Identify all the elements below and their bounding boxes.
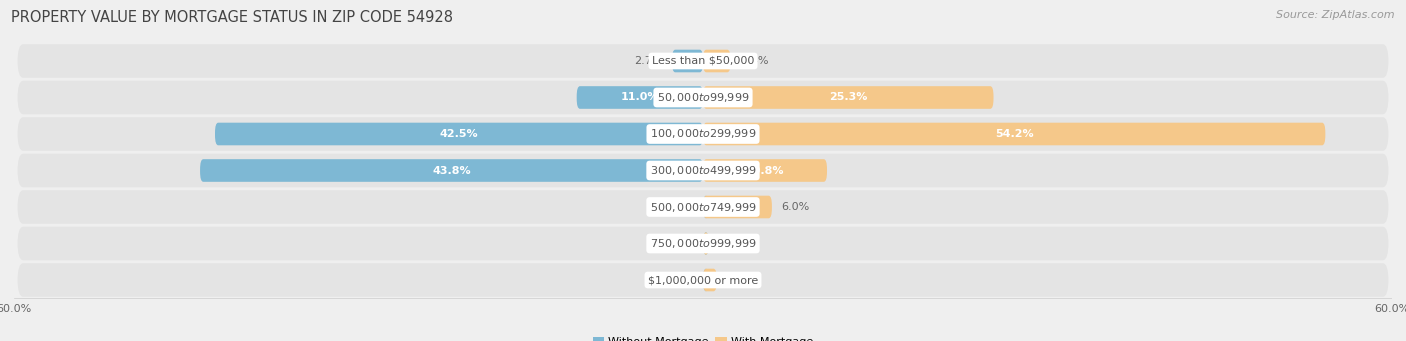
FancyBboxPatch shape — [703, 159, 827, 182]
FancyBboxPatch shape — [703, 123, 1326, 145]
Text: 42.5%: 42.5% — [440, 129, 478, 139]
FancyBboxPatch shape — [703, 269, 709, 291]
Legend: Without Mortgage, With Mortgage: Without Mortgage, With Mortgage — [588, 332, 818, 341]
FancyBboxPatch shape — [703, 196, 772, 218]
Text: $50,000 to $99,999: $50,000 to $99,999 — [657, 91, 749, 104]
FancyBboxPatch shape — [703, 50, 731, 72]
FancyBboxPatch shape — [17, 117, 1389, 151]
Text: 0.0%: 0.0% — [713, 238, 741, 249]
FancyBboxPatch shape — [672, 50, 703, 72]
FancyBboxPatch shape — [17, 190, 1389, 224]
FancyBboxPatch shape — [703, 269, 717, 291]
Text: 10.8%: 10.8% — [745, 165, 785, 176]
Text: 43.8%: 43.8% — [432, 165, 471, 176]
Text: $300,000 to $499,999: $300,000 to $499,999 — [650, 164, 756, 177]
Text: $750,000 to $999,999: $750,000 to $999,999 — [650, 237, 756, 250]
FancyBboxPatch shape — [17, 263, 1389, 297]
Text: 25.3%: 25.3% — [830, 92, 868, 103]
Text: Less than $50,000: Less than $50,000 — [652, 56, 754, 66]
FancyBboxPatch shape — [703, 232, 709, 255]
Text: 2.7%: 2.7% — [634, 56, 662, 66]
Text: 2.4%: 2.4% — [740, 56, 768, 66]
Text: $1,000,000 or more: $1,000,000 or more — [648, 275, 758, 285]
Text: $100,000 to $299,999: $100,000 to $299,999 — [650, 128, 756, 140]
Text: 0.0%: 0.0% — [665, 275, 693, 285]
FancyBboxPatch shape — [17, 44, 1389, 78]
Text: Source: ZipAtlas.com: Source: ZipAtlas.com — [1277, 10, 1395, 20]
FancyBboxPatch shape — [215, 123, 703, 145]
FancyBboxPatch shape — [576, 86, 703, 109]
FancyBboxPatch shape — [17, 154, 1389, 187]
FancyBboxPatch shape — [703, 232, 709, 255]
FancyBboxPatch shape — [17, 227, 1389, 260]
FancyBboxPatch shape — [703, 86, 994, 109]
FancyBboxPatch shape — [200, 159, 703, 182]
Text: 11.0%: 11.0% — [620, 92, 659, 103]
FancyBboxPatch shape — [703, 196, 709, 218]
Text: 6.0%: 6.0% — [782, 202, 810, 212]
Text: 1.2%: 1.2% — [725, 275, 755, 285]
Text: $500,000 to $749,999: $500,000 to $749,999 — [650, 201, 756, 213]
Text: 0.0%: 0.0% — [665, 202, 693, 212]
FancyBboxPatch shape — [17, 81, 1389, 114]
Text: PROPERTY VALUE BY MORTGAGE STATUS IN ZIP CODE 54928: PROPERTY VALUE BY MORTGAGE STATUS IN ZIP… — [11, 10, 453, 25]
Text: 54.2%: 54.2% — [995, 129, 1033, 139]
Text: 0.0%: 0.0% — [665, 238, 693, 249]
